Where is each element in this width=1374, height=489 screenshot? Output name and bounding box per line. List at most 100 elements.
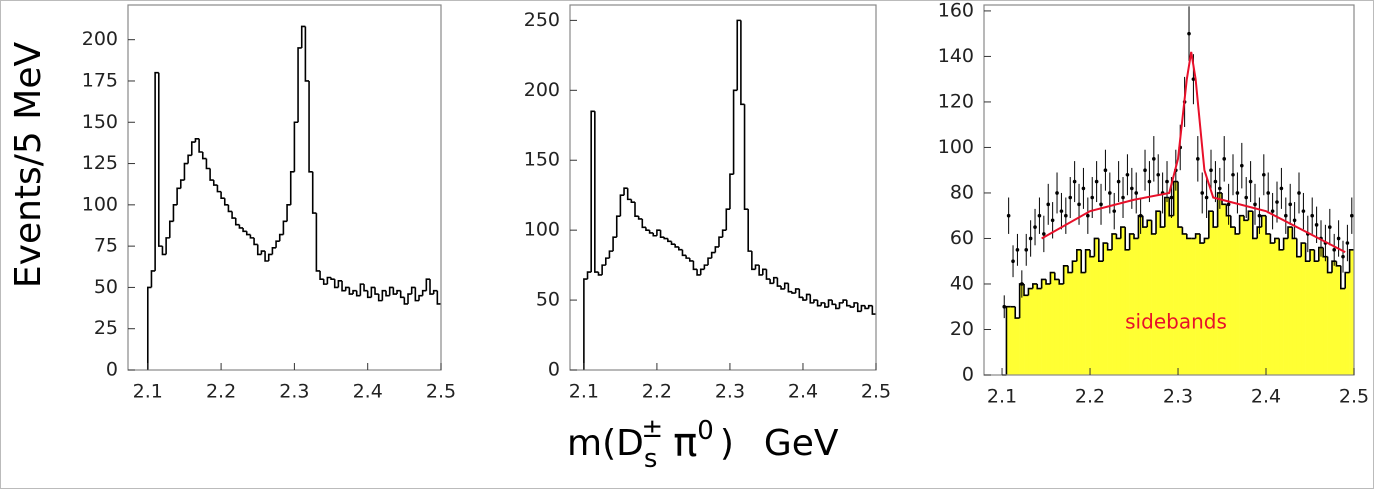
histogram-step [1111, 233, 1117, 250]
y-tick-label: 25 [94, 317, 118, 339]
histogram-step [769, 279, 774, 285]
histogram-step [776, 277, 782, 287]
histogram-step [696, 269, 701, 276]
x-tick-label: 2.1 [987, 386, 1017, 408]
histogram-step [791, 291, 796, 294]
histogram-bar [1160, 227, 1166, 375]
histogram-step [377, 294, 383, 302]
histogram-step [414, 287, 420, 302]
data-point [1169, 195, 1174, 200]
histogram-bar [1024, 295, 1029, 375]
histogram-step [860, 304, 866, 312]
histogram-step [652, 232, 657, 237]
histogram-bar [1169, 215, 1174, 375]
y-tick-label: 40 [950, 272, 974, 294]
y-tick-label: 120 [938, 90, 974, 112]
histogram-step [1142, 215, 1148, 228]
histogram-step [604, 257, 610, 266]
histogram-bar [1120, 227, 1126, 375]
histogram-step [1230, 215, 1236, 228]
y-tick-label: 50 [536, 289, 560, 311]
y-tick-label: 125 [82, 152, 118, 174]
y-tick-label: 175 [82, 69, 118, 91]
x-tick-label: 2.5 [861, 381, 891, 403]
histogram-step [1005, 305, 1011, 375]
histogram-step [403, 297, 409, 305]
histogram-step [583, 278, 588, 370]
histogram-step [293, 121, 299, 172]
data-point [1231, 172, 1235, 177]
y-tick-label: 200 [524, 79, 560, 101]
histogram-step [234, 218, 240, 226]
histogram-step [1348, 249, 1354, 273]
histogram-bar [1266, 233, 1271, 375]
histogram-step [227, 204, 233, 213]
histogram-step [1234, 227, 1240, 235]
histogram-step [721, 229, 727, 238]
histogram-step [637, 216, 643, 220]
histogram-step [396, 289, 401, 295]
histogram-step [758, 265, 763, 276]
histogram-step [363, 284, 368, 292]
histogram-bar [1222, 204, 1227, 375]
histogram-step [187, 154, 192, 164]
data-point [1191, 77, 1196, 81]
histogram-bar [1015, 318, 1020, 375]
histogram-step [399, 290, 405, 299]
histogram-step [1106, 243, 1113, 251]
histogram-step [630, 199, 635, 203]
histogram-step [1212, 211, 1218, 228]
histogram-step [319, 270, 324, 280]
y-tick-label: 100 [82, 193, 118, 215]
histogram-step [146, 286, 152, 370]
histogram-step [1247, 210, 1253, 221]
x-tick-label: 2.4 [788, 381, 818, 403]
histogram-step [216, 185, 222, 193]
data-point [1196, 157, 1200, 161]
histogram-step [842, 299, 847, 303]
x-axis-label-part: 0 [697, 416, 714, 446]
histogram-step [267, 253, 273, 261]
histogram-bar [1208, 211, 1214, 375]
histogram-step [322, 279, 328, 285]
data-point [1345, 241, 1350, 245]
histogram-bar [1186, 238, 1192, 375]
histogram-step [1036, 283, 1042, 290]
histogram-step [827, 299, 833, 308]
histogram-step [1269, 233, 1275, 244]
x-axis-label: m(Ds± π0) GeV [567, 414, 839, 474]
data-point [1077, 202, 1081, 207]
histogram-step [205, 158, 211, 170]
histogram-step [1084, 249, 1091, 273]
plot-frame [983, 4, 1355, 376]
histogram-step [1208, 210, 1214, 239]
histogram-step [824, 302, 829, 308]
histogram-step [685, 255, 690, 259]
histogram-step [1291, 227, 1297, 240]
histogram-step [278, 233, 284, 242]
histogram-step [765, 269, 771, 280]
x-axis-label-part: m(D [567, 423, 644, 464]
histogram-step [688, 258, 694, 262]
histogram-bar [1103, 243, 1108, 375]
histogram-bar [1129, 233, 1135, 375]
histogram-bar [1213, 227, 1218, 375]
y-tick-label: 0 [962, 364, 974, 386]
data-point [1218, 186, 1222, 191]
histogram-step [355, 290, 361, 297]
histogram-step [772, 276, 778, 284]
x-axis-label-part: ) [720, 423, 734, 464]
histogram-step [1326, 256, 1332, 274]
histogram-bar [1318, 247, 1324, 375]
histogram-step [699, 268, 705, 275]
histogram-step [1150, 220, 1157, 235]
histogram-step [366, 290, 372, 299]
histogram-step [249, 234, 255, 239]
data-point [1042, 232, 1046, 236]
histogram-bar [1235, 233, 1240, 375]
data-point [1015, 248, 1020, 252]
histogram-step [1203, 237, 1209, 244]
histogram-step [282, 220, 288, 235]
histogram-step [337, 280, 343, 288]
data-point [1156, 172, 1161, 177]
